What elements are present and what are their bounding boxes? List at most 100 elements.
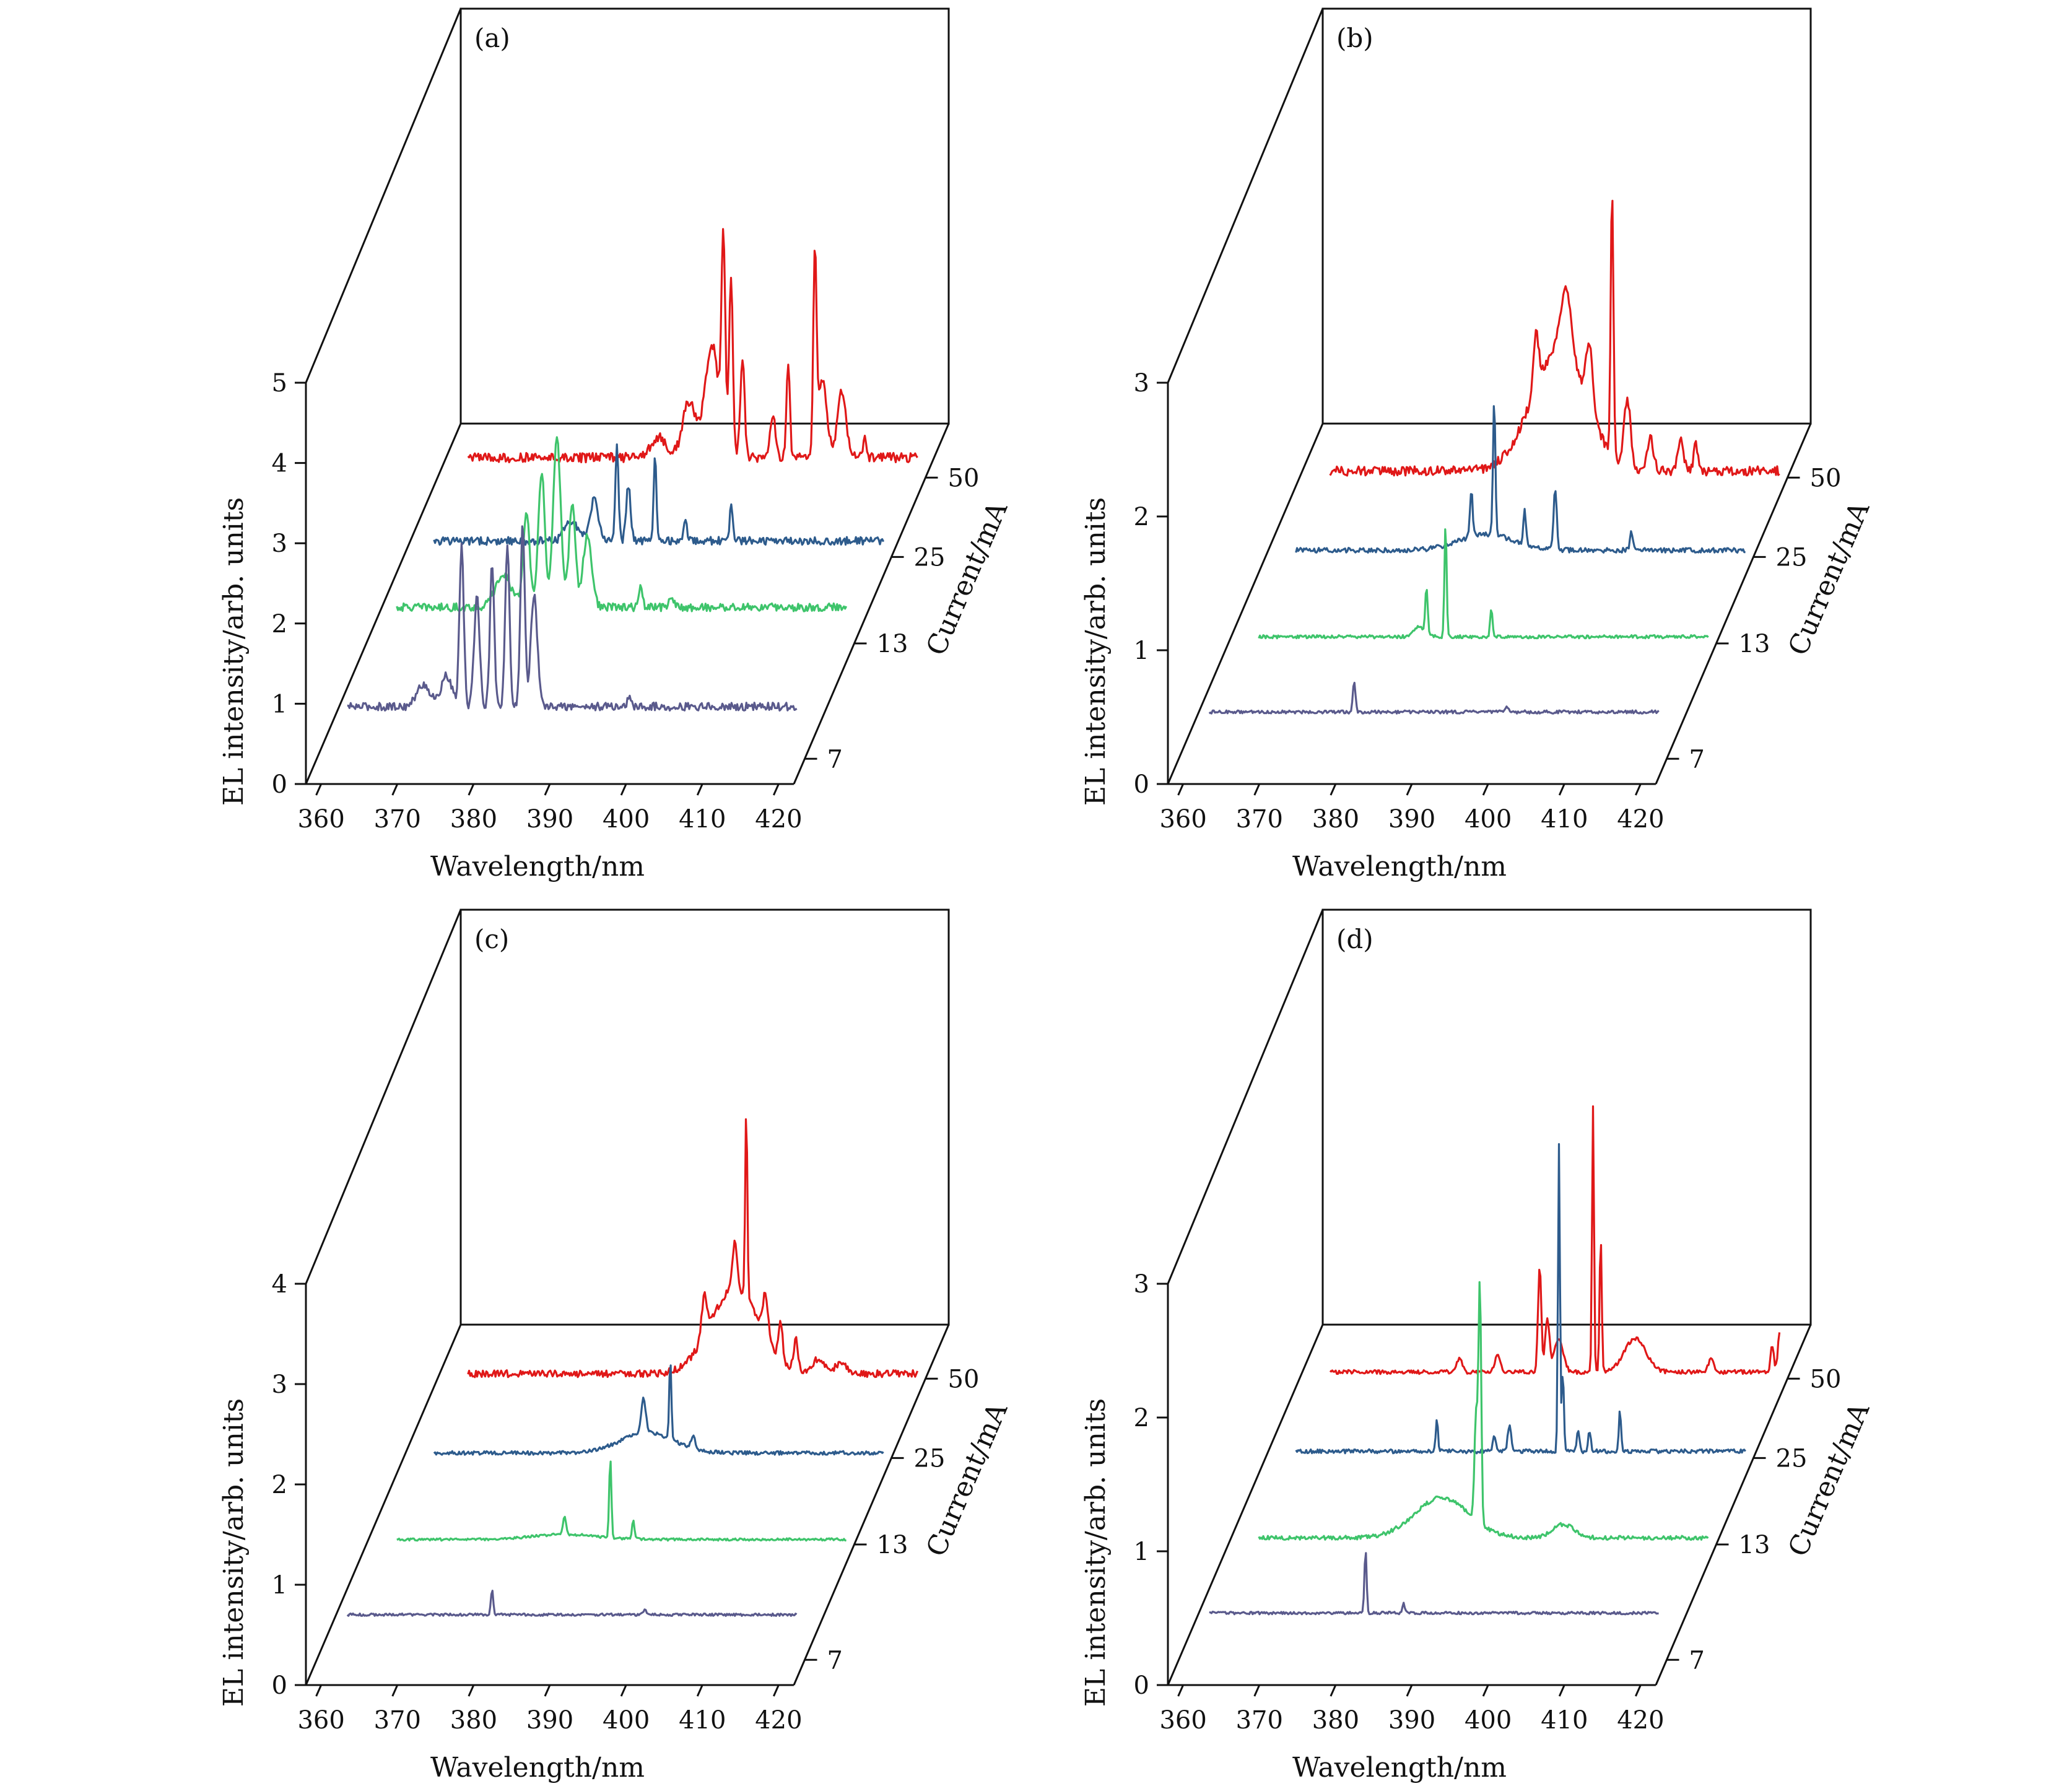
x-tick-label: 380 bbox=[450, 1706, 497, 1735]
spectrum-50ma bbox=[467, 228, 918, 464]
panel-label: (b) bbox=[1336, 23, 1373, 53]
z-axis-title: Current/mA bbox=[920, 1398, 1014, 1561]
top-left-edge bbox=[1167, 909, 1324, 1284]
spectrum-25ma bbox=[433, 1364, 884, 1456]
y-axis-title: EL intensity/arb. units bbox=[218, 497, 250, 806]
y-tick-label: 0 bbox=[272, 770, 287, 799]
panel-d: (d) 360 370 380 390 400 410 420 0 1 2 3 7 13 25 50 Wavel… bbox=[1080, 908, 1876, 1784]
x-axis-title: Wavelength/nm bbox=[430, 851, 645, 882]
x-tick-mark bbox=[1330, 783, 1337, 796]
z-tick-label: 50 bbox=[1810, 1365, 1842, 1393]
spectrum-13ma bbox=[396, 436, 848, 612]
panel-b: (b) 360 370 380 390 400 410 420 0 1 2 3 7 13 25 50 Wavel… bbox=[1080, 7, 1876, 882]
spectrum-25ma bbox=[1295, 405, 1746, 554]
x-tick-label: 410 bbox=[679, 1706, 726, 1735]
axes-frame bbox=[305, 908, 950, 1686]
depth-axis-right bbox=[1655, 1324, 1812, 1686]
z-tick-label: 13 bbox=[1739, 630, 1770, 658]
z-tick-label: 50 bbox=[948, 1365, 980, 1393]
x-tick-label: 410 bbox=[1541, 805, 1588, 834]
y-axis-title: EL intensity/arb. units bbox=[1080, 497, 1112, 806]
y-tick-label: 5 bbox=[272, 369, 287, 398]
back-wall bbox=[459, 7, 950, 425]
depth-axis-left bbox=[305, 423, 462, 785]
y-tick-label: 3 bbox=[1134, 1270, 1149, 1299]
y-tick-label: 2 bbox=[1134, 1404, 1149, 1432]
x-tick-mark bbox=[315, 783, 322, 796]
axes-frame bbox=[305, 7, 950, 785]
y-tick-label: 4 bbox=[272, 450, 287, 478]
top-left-edge bbox=[305, 8, 462, 383]
x-tick-mark bbox=[773, 783, 780, 796]
x-tick-mark bbox=[696, 1684, 703, 1697]
spectrum-25ma bbox=[433, 443, 885, 546]
spectrum-50ma bbox=[1329, 1105, 1781, 1375]
x-tick-label: 390 bbox=[526, 1706, 573, 1735]
spectrum-13ma bbox=[1258, 528, 1709, 640]
y-tick-label: 1 bbox=[1134, 1538, 1149, 1566]
x-tick-label: 390 bbox=[1388, 1706, 1435, 1735]
x-tick-mark bbox=[1330, 1684, 1337, 1697]
y-tick-label: 0 bbox=[272, 1671, 287, 1700]
spectrum-7ma bbox=[1209, 1552, 1659, 1616]
z-tick-label: 7 bbox=[827, 745, 843, 773]
x-tick-mark bbox=[1177, 783, 1184, 796]
x-tick-mark bbox=[391, 783, 399, 796]
z-axis-title: Current/mA bbox=[1782, 497, 1876, 660]
x-tick-label: 380 bbox=[1312, 805, 1359, 834]
x-tick-mark bbox=[468, 1684, 475, 1697]
top-left-edge bbox=[1167, 8, 1324, 383]
y-axis-title: EL intensity/arb. units bbox=[218, 1398, 250, 1707]
x-tick-label: 420 bbox=[1617, 805, 1664, 834]
z-axis-title: Current/mA bbox=[920, 497, 1014, 660]
x-tick-label: 370 bbox=[374, 805, 421, 834]
x-tick-label: 410 bbox=[1541, 1706, 1588, 1735]
spectrum-25ma bbox=[1295, 1143, 1746, 1455]
spectrum-13ma bbox=[1258, 1281, 1709, 1541]
depth-axis-right bbox=[1655, 423, 1812, 785]
x-tick-label: 390 bbox=[526, 805, 573, 834]
x-tick-mark bbox=[391, 1684, 399, 1697]
x-tick-mark bbox=[696, 783, 703, 796]
x-tick-mark bbox=[620, 783, 627, 796]
y-axis-title: EL intensity/arb. units bbox=[1080, 1398, 1112, 1707]
x-axis-title: Wavelength/nm bbox=[430, 1752, 645, 1784]
x-tick-label: 360 bbox=[1159, 1706, 1206, 1735]
x-tick-mark bbox=[1406, 783, 1413, 796]
x-tick-label: 360 bbox=[297, 805, 344, 834]
top-left-edge bbox=[305, 909, 462, 1284]
panel-label: (d) bbox=[1336, 924, 1373, 954]
x-tick-mark bbox=[1482, 783, 1489, 796]
depth-axis-left bbox=[1167, 1324, 1324, 1686]
axes-frame bbox=[1167, 908, 1812, 1686]
x-tick-label: 380 bbox=[1312, 1706, 1359, 1735]
x-tick-mark bbox=[1635, 783, 1642, 796]
x-tick-label: 400 bbox=[603, 805, 650, 834]
x-tick-label: 370 bbox=[1236, 805, 1283, 834]
x-tick-mark bbox=[1558, 783, 1565, 796]
x-tick-mark bbox=[620, 1684, 627, 1697]
spectrum-7ma bbox=[346, 1590, 798, 1617]
x-tick-mark bbox=[544, 783, 551, 796]
z-tick-label: 13 bbox=[877, 630, 908, 658]
x-tick-label: 420 bbox=[1617, 1706, 1664, 1735]
panel-c: (c) 360 370 380 390 400 410 420 0 1 2 3 4 7 13 25 50 Wave… bbox=[218, 908, 1014, 1784]
x-tick-mark bbox=[315, 1684, 322, 1697]
y-tick-label: 2 bbox=[1134, 503, 1149, 531]
x-tick-label: 380 bbox=[450, 805, 497, 834]
x-tick-label: 420 bbox=[755, 1706, 802, 1735]
y-tick-label: 3 bbox=[272, 1370, 287, 1399]
y-tick-label: 1 bbox=[272, 1571, 287, 1600]
x-tick-label: 420 bbox=[755, 805, 802, 834]
depth-axis-right bbox=[793, 1324, 950, 1686]
z-axis-title: Current/mA bbox=[1782, 1398, 1876, 1561]
panel-a: (a) 360 370 380 390 400 410 420 0 1 2 3 4 5 7 13 25 50 Wav… bbox=[218, 7, 1014, 882]
y-tick-label: 3 bbox=[1134, 369, 1149, 398]
y-tick-label: 0 bbox=[1134, 770, 1149, 799]
depth-axis-left bbox=[305, 1324, 462, 1686]
depth-axis-left bbox=[1167, 423, 1324, 785]
x-tick-mark bbox=[1253, 1684, 1261, 1697]
x-tick-label: 370 bbox=[374, 1706, 421, 1735]
x-tick-mark bbox=[468, 783, 475, 796]
x-tick-label: 370 bbox=[1236, 1706, 1283, 1735]
